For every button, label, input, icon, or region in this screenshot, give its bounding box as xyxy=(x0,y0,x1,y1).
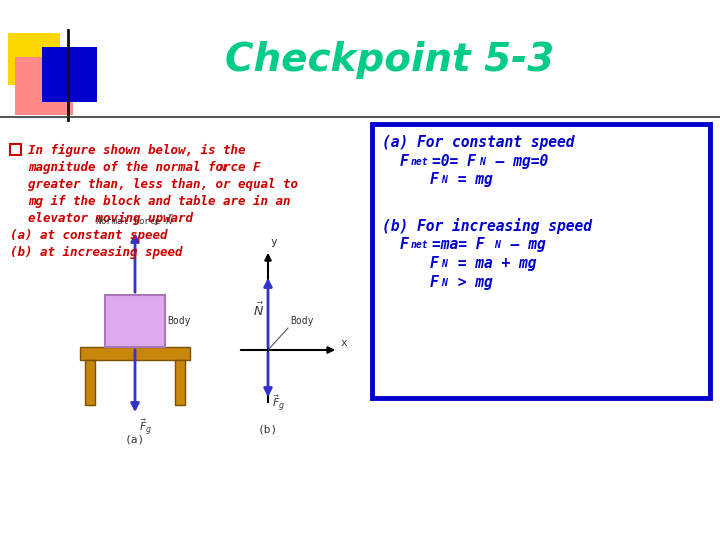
Text: N: N xyxy=(219,164,225,173)
Text: =0= F: =0= F xyxy=(432,154,476,169)
FancyBboxPatch shape xyxy=(42,47,97,102)
FancyBboxPatch shape xyxy=(80,347,190,360)
Text: = ma + mg: = ma + mg xyxy=(449,256,536,271)
Text: elevator moving upward: elevator moving upward xyxy=(28,212,193,225)
Text: N: N xyxy=(441,278,447,288)
Text: $\vec{N}$: $\vec{N}$ xyxy=(253,301,264,319)
FancyBboxPatch shape xyxy=(15,57,73,115)
FancyBboxPatch shape xyxy=(8,33,60,85)
Text: greater than, less than, or equal to: greater than, less than, or equal to xyxy=(28,178,298,191)
Text: F: F xyxy=(430,172,438,187)
Text: mg if the block and table are in an: mg if the block and table are in an xyxy=(28,195,290,208)
Text: N: N xyxy=(441,175,447,185)
Text: F: F xyxy=(430,275,438,290)
Text: Body: Body xyxy=(290,316,313,326)
Text: – mg=0: – mg=0 xyxy=(487,154,548,169)
Text: – mg: – mg xyxy=(502,237,546,252)
Text: (a): (a) xyxy=(125,435,145,445)
Text: = mg: = mg xyxy=(449,172,492,187)
Text: (a) at constant speed: (a) at constant speed xyxy=(10,229,168,242)
Text: magnitude of the normal force F: magnitude of the normal force F xyxy=(28,161,261,174)
Text: N: N xyxy=(441,259,447,269)
Text: $\vec{F}_g$: $\vec{F}_g$ xyxy=(139,418,152,438)
Text: (b): (b) xyxy=(258,425,278,435)
Text: net: net xyxy=(411,240,428,250)
Text: N: N xyxy=(479,157,485,167)
Text: (b) For increasing speed: (b) For increasing speed xyxy=(382,218,592,234)
Text: F: F xyxy=(400,237,409,252)
Text: $\vec{F}_g$: $\vec{F}_g$ xyxy=(272,394,285,414)
FancyBboxPatch shape xyxy=(175,360,185,405)
Text: Normal force $\vec{N}$: Normal force $\vec{N}$ xyxy=(96,213,174,227)
Text: F: F xyxy=(430,256,438,271)
Text: x: x xyxy=(341,338,348,348)
FancyBboxPatch shape xyxy=(372,124,710,398)
Text: (b) at increasing speed: (b) at increasing speed xyxy=(10,246,182,259)
FancyBboxPatch shape xyxy=(10,144,21,155)
Text: > mg: > mg xyxy=(449,275,492,290)
Text: y: y xyxy=(270,237,276,247)
Text: net: net xyxy=(411,157,428,167)
Text: In figure shown below, is the: In figure shown below, is the xyxy=(28,144,246,157)
FancyBboxPatch shape xyxy=(85,360,95,405)
Text: F: F xyxy=(400,154,409,169)
Text: =ma= F: =ma= F xyxy=(432,237,485,252)
Text: N: N xyxy=(494,240,500,250)
Text: Body: Body xyxy=(167,316,191,326)
FancyBboxPatch shape xyxy=(105,295,165,347)
Text: Checkpoint 5-3: Checkpoint 5-3 xyxy=(225,41,554,79)
Text: (a) For constant speed: (a) For constant speed xyxy=(382,135,575,150)
